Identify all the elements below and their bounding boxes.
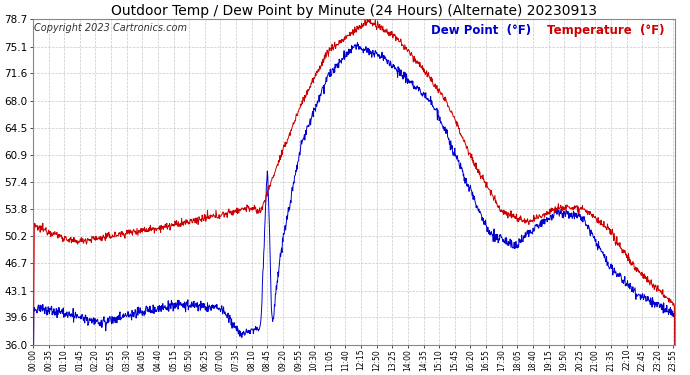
Text: Dew Point  (°F): Dew Point (°F) [431, 24, 531, 37]
Title: Outdoor Temp / Dew Point by Minute (24 Hours) (Alternate) 20230913: Outdoor Temp / Dew Point by Minute (24 H… [111, 4, 597, 18]
Text: Temperature  (°F): Temperature (°F) [546, 24, 664, 37]
Text: Copyright 2023 Cartronics.com: Copyright 2023 Cartronics.com [34, 22, 186, 33]
